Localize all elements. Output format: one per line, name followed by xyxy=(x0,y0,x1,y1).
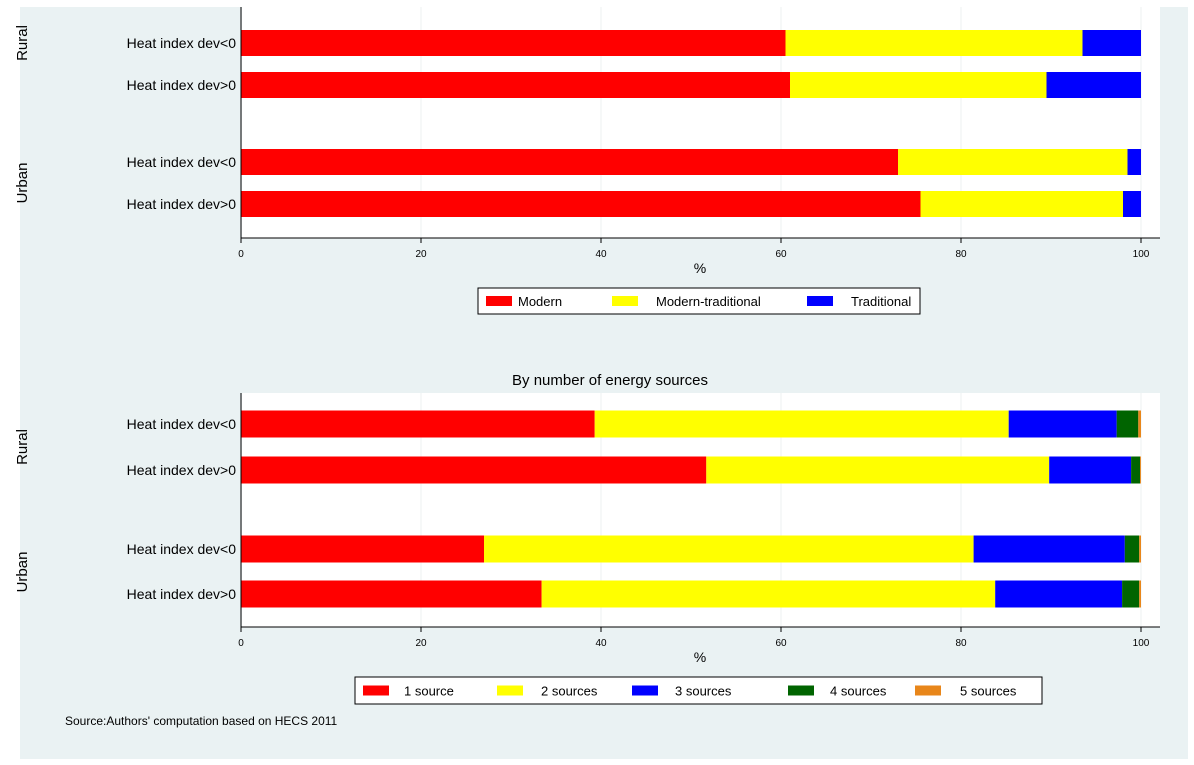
bar-segment xyxy=(1008,410,1117,438)
legend-label: 1 source xyxy=(404,684,454,699)
bar-segment xyxy=(241,535,484,563)
bar-segment xyxy=(785,30,1083,56)
group-label: Urban xyxy=(14,552,31,593)
bar-segment xyxy=(594,410,1009,438)
x-tick-label: 60 xyxy=(775,638,787,649)
legend-label: 3 sources xyxy=(675,684,732,699)
bar-segment xyxy=(241,410,595,438)
chart-title: By number of energy sources xyxy=(512,372,708,389)
legend-swatch xyxy=(363,685,389,696)
x-tick-label: 100 xyxy=(1133,638,1150,649)
legend-swatch xyxy=(807,296,833,306)
bar-segment xyxy=(484,535,974,563)
bar-segment xyxy=(898,149,1128,175)
legend-swatch xyxy=(612,296,638,306)
legend: Modern Modern-traditional Traditional xyxy=(477,287,921,315)
bar-segment xyxy=(241,456,707,484)
bar-segment xyxy=(241,149,898,175)
x-tick-label: 40 xyxy=(595,249,607,260)
x-axis-label: % xyxy=(694,260,706,276)
source-note: Source:Authors' computation based on HEC… xyxy=(65,714,338,728)
x-tick-label: 20 xyxy=(415,249,427,260)
category-label: Heat index dev>0 xyxy=(127,77,237,93)
bar-segment xyxy=(1127,149,1141,175)
category-label: Heat index dev<0 xyxy=(127,35,237,51)
category-label: Heat index dev<0 xyxy=(127,541,237,557)
group-label: Urban xyxy=(14,163,31,204)
bars xyxy=(241,410,1141,608)
bar-segment xyxy=(1122,580,1140,608)
x-tick-label: 100 xyxy=(1133,249,1150,260)
group-labels: Rural Urban xyxy=(14,429,31,592)
group-label: Rural xyxy=(14,429,31,465)
legend-label: 5 sources xyxy=(960,684,1017,699)
category-labels: Heat index dev<0 Heat index dev>0 Heat ind… xyxy=(127,35,237,212)
bar-segment xyxy=(706,456,1050,484)
bar-segment xyxy=(241,191,921,217)
legend-swatch xyxy=(788,685,814,696)
category-label: Heat index dev<0 xyxy=(127,416,237,432)
category-label: Heat index dev>0 xyxy=(127,196,237,212)
x-tick-label: 0 xyxy=(238,638,244,649)
x-axis-label: % xyxy=(694,649,706,665)
x-ticks: 0 20 40 60 80 100 xyxy=(238,238,1150,260)
group-labels: Rural Urban xyxy=(14,25,31,203)
bar-segment xyxy=(1139,580,1141,608)
legend: 1 source 2 sources 3 sources 4 sources 5 sou… xyxy=(354,676,1043,705)
x-tick-label: 20 xyxy=(415,638,427,649)
bar-segment xyxy=(1123,191,1141,217)
legend-swatch xyxy=(486,296,512,306)
bar-segment xyxy=(1131,456,1141,484)
bar-segment xyxy=(1138,410,1141,438)
x-tick-label: 60 xyxy=(775,249,787,260)
legend-label: Modern-traditional xyxy=(656,294,761,309)
bars xyxy=(241,30,1141,217)
legend-swatch xyxy=(497,685,523,696)
bar-segment xyxy=(1140,456,1141,484)
x-tick-label: 40 xyxy=(595,638,607,649)
panel-energy-sources: By number of energy sources 0 20 40 60 80 100… xyxy=(14,372,1160,705)
bar-segment xyxy=(920,191,1123,217)
x-ticks: 0 20 40 60 80 100 xyxy=(238,627,1150,649)
legend-box xyxy=(477,287,921,315)
category-labels: Heat index dev<0 Heat index dev>0 Heat ind… xyxy=(127,416,237,602)
legend-swatch xyxy=(632,685,658,696)
bar-segment xyxy=(1124,535,1140,563)
bar-segment xyxy=(1082,30,1141,56)
bar-segment xyxy=(241,580,542,608)
legend-swatch xyxy=(915,685,941,696)
x-tick-label: 80 xyxy=(955,638,967,649)
group-label: Rural xyxy=(14,25,31,61)
x-tick-label: 80 xyxy=(955,249,967,260)
bar-segment xyxy=(1046,72,1141,98)
x-tick-label: 0 xyxy=(238,249,244,260)
bar-segment xyxy=(973,535,1125,563)
legend-label: 2 sources xyxy=(541,684,598,699)
bar-segment xyxy=(241,72,790,98)
bar-segment xyxy=(790,72,1047,98)
bar-segment xyxy=(241,30,786,56)
legend-label: Traditional xyxy=(851,294,911,309)
category-label: Heat index dev>0 xyxy=(127,586,237,602)
category-label: Heat index dev>0 xyxy=(127,462,237,478)
legend-label: 4 sources xyxy=(830,684,887,699)
legend-label: Modern xyxy=(518,294,562,309)
category-label: Heat index dev<0 xyxy=(127,154,237,170)
bar-segment xyxy=(1049,456,1132,484)
bar-segment xyxy=(541,580,996,608)
bar-segment xyxy=(995,580,1123,608)
bar-segment xyxy=(1116,410,1139,438)
bar-segment xyxy=(1139,535,1141,563)
